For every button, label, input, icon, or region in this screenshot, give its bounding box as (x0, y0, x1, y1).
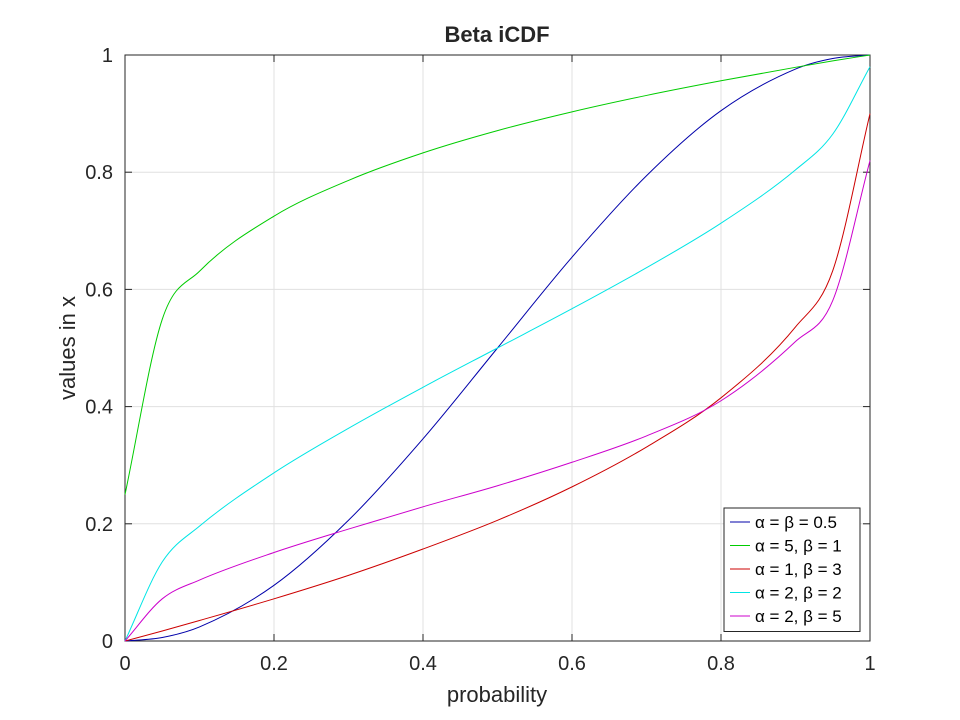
x-tick-label: 0.6 (558, 653, 586, 675)
x-tick-label: 0.2 (260, 653, 288, 675)
legend-label: α = 5, β = 1 (755, 537, 842, 556)
series-line-4 (124, 66, 871, 642)
legend-label: α = β = 0.5 (755, 513, 837, 532)
x-tick-label: 1 (864, 653, 875, 675)
x-axis-label: probability (447, 682, 547, 707)
y-tick-label: 0 (102, 631, 113, 653)
y-tick-label: 0.8 (85, 162, 113, 184)
y-tick-label: 0.6 (85, 279, 113, 301)
y-tick-label: 1 (102, 45, 113, 67)
legend-label: α = 2, β = 2 (755, 584, 842, 603)
series-line-3 (124, 113, 871, 642)
chart-title: Beta iCDF (444, 22, 549, 47)
legend-box (723, 507, 861, 632)
y-axis-label: values in x (55, 296, 80, 400)
x-tick-label: 0.4 (409, 653, 437, 675)
legend-label: α = 1, β = 3 (755, 560, 842, 579)
legend-label: α = 2, β = 5 (755, 607, 842, 626)
grid (125, 55, 870, 641)
plot-area (124, 54, 871, 642)
series-line-2 (124, 54, 871, 495)
x-tick-label: 0 (119, 653, 130, 675)
y-tick-label: 0.4 (85, 397, 113, 419)
x-tick-label: 0.8 (707, 653, 735, 675)
series-line-5 (124, 160, 871, 642)
axis-ticks: 0 0.2 0.4 0.6 0.8 1 0 0.2 0.4 0.6 0.8 1 (85, 45, 875, 675)
y-tick-label: 0.2 (85, 514, 113, 536)
legend: α = β = 0.5 α = 5, β = 1 α = 1, β = 3 α = 2… (723, 507, 861, 632)
series-lines (124, 54, 871, 642)
